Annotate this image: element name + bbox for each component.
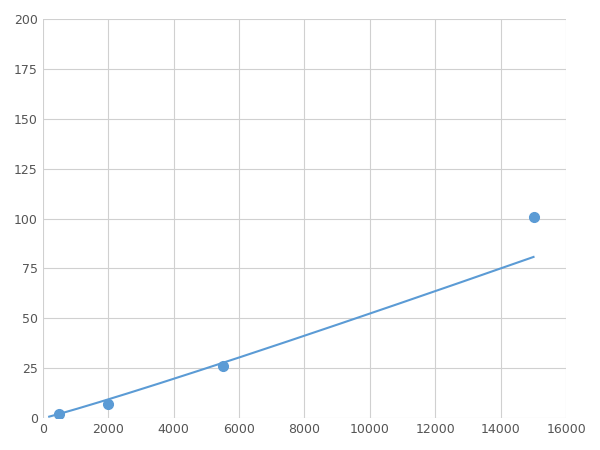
Point: [218, 363, 227, 370]
Point: [103, 400, 113, 408]
Point: [54, 411, 64, 418]
Point: [529, 213, 538, 220]
